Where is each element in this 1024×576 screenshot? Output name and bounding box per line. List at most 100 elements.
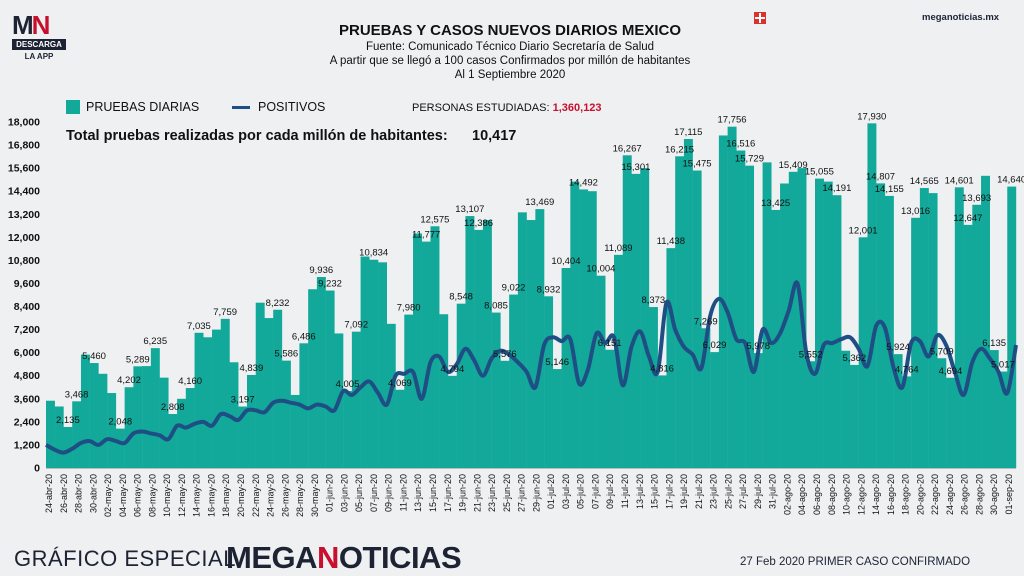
data-label: 14,565 [910, 176, 939, 187]
y-tick-label: 2,400 [14, 416, 40, 428]
x-tick-label: 21-jun-20 [472, 474, 482, 512]
data-label: 4,202 [117, 375, 141, 386]
bar-pruebas [72, 401, 82, 468]
data-label: 5,709 [930, 346, 954, 357]
data-label: 16,215 [665, 144, 694, 155]
bar-pruebas [745, 165, 755, 468]
data-label: 15,409 [779, 160, 808, 171]
meganoticias-logo[interactable]: MN DESCARGA LA APP [12, 12, 66, 61]
bar-pruebas [701, 328, 711, 468]
y-tick-label: 7,200 [14, 324, 40, 336]
x-tick-label: 30-may-20 [310, 474, 320, 517]
data-label: 16,267 [613, 143, 642, 154]
data-label: 14,640 [997, 175, 1024, 186]
bar-pruebas [815, 178, 824, 469]
bar-pruebas [316, 277, 326, 468]
x-tick-label: 16-ago-20 [886, 474, 896, 515]
data-label: 11,089 [604, 243, 632, 254]
data-label: 5,146 [545, 357, 569, 368]
data-label: 5,017 [991, 360, 1015, 371]
x-tick-label: 11-jul-20 [620, 474, 630, 508]
bar-pruebas [981, 175, 990, 469]
x-tick-label: 14-may-20 [192, 474, 202, 517]
bar-pruebas [605, 349, 615, 468]
data-label: 12,647 [953, 213, 982, 224]
bar-pruebas [413, 233, 422, 468]
data-label: 6,029 [703, 340, 727, 351]
footer-special-label: GRÁFICO ESPECIAL [14, 546, 236, 571]
persons-label: PERSONAS ESTUDIADAS: [412, 102, 550, 114]
bar-pruebas [928, 193, 938, 468]
data-label: 14,807 [866, 171, 895, 182]
bar-pruebas [692, 170, 702, 468]
x-tick-label: 15-jul-20 [650, 474, 660, 509]
bar-pruebas [736, 150, 746, 469]
bar-pruebas [579, 189, 589, 468]
x-tick-label: 08-ago-20 [827, 474, 837, 515]
bar-pruebas [246, 374, 256, 468]
bar-pruebas [753, 353, 763, 468]
bar-pruebas [526, 220, 536, 468]
x-tick-label: 30-ago-20 [989, 474, 999, 515]
data-label: 4,816 [650, 363, 674, 374]
y-tick-label: 12,000 [8, 232, 40, 244]
data-label: 7,035 [187, 321, 211, 332]
bar-pruebas [54, 406, 64, 468]
y-tick-label: 0 [34, 463, 40, 475]
y-tick-label: 18,000 [8, 117, 40, 129]
x-tick-label: 07-jul-20 [590, 474, 600, 509]
data-label: 14,155 [875, 184, 904, 195]
bar-pruebas [203, 337, 213, 468]
bar-pruebas [98, 373, 108, 468]
bar-pruebas [447, 375, 457, 468]
x-tick-label: 24-ago-20 [945, 474, 955, 515]
x-tick-label: 06-ago-20 [812, 474, 822, 515]
data-label: 7,759 [213, 307, 237, 318]
data-label: 2,048 [108, 417, 132, 428]
x-tick-label: 28-ago-20 [974, 474, 984, 515]
bar-pruebas [675, 156, 685, 469]
bar-pruebas [482, 220, 492, 468]
bar-pruebas [63, 426, 73, 468]
x-tick-label: 01-jul-20 [546, 474, 556, 509]
bar-pruebas [430, 226, 440, 468]
y-tick-label: 9,600 [14, 278, 40, 290]
bar-pruebas [281, 360, 291, 468]
data-label: 6,151 [598, 338, 622, 349]
flag-icon [754, 12, 766, 24]
x-tick-label: 27-jul-20 [738, 474, 748, 509]
bar-pruebas [115, 428, 125, 468]
x-tick-label: 06-may-20 [133, 474, 143, 517]
data-label: 7,092 [344, 320, 368, 331]
x-tick-label: 10-ago-20 [842, 474, 852, 515]
data-label: 14,191 [822, 183, 851, 194]
x-tick-label: 24-may-20 [266, 474, 276, 517]
x-tick-label: 24-abr-20 [44, 474, 54, 513]
x-tick-label: 26-abr-20 [59, 474, 69, 513]
data-label: 11,777 [412, 230, 440, 241]
data-label: 5,576 [493, 349, 517, 360]
x-tick-label: 05-jun-20 [354, 474, 364, 512]
legend-item-positivos: POSITIVOS [232, 100, 325, 114]
bar-pruebas [500, 360, 510, 468]
legend-label-pruebas: PRUEBAS DIARIAS [86, 100, 200, 114]
bar-pruebas [351, 331, 361, 468]
logo-download-label: DESCARGA [12, 39, 66, 50]
data-label: 13,469 [525, 197, 554, 208]
x-tick-label: 27-jun-20 [517, 474, 527, 512]
bar-pruebas [666, 248, 676, 468]
site-link[interactable]: meganoticias.mx [922, 12, 1000, 23]
data-label: 5,460 [82, 351, 106, 362]
y-tick-label: 8,400 [14, 301, 40, 313]
footer-brand: MEGANOTICIAS [226, 540, 462, 575]
data-label: 9,232 [318, 279, 342, 290]
data-label: 8,932 [537, 284, 561, 295]
bar-pruebas [308, 289, 318, 468]
bar-pruebas [911, 217, 921, 468]
bar-pruebas [517, 212, 527, 468]
x-tick-label: 08-may-20 [147, 474, 157, 517]
bar-pruebas [360, 256, 370, 468]
x-tick-label: 19-jun-20 [458, 474, 468, 512]
bar-pruebas [80, 354, 90, 468]
bar-pruebas [255, 302, 265, 468]
